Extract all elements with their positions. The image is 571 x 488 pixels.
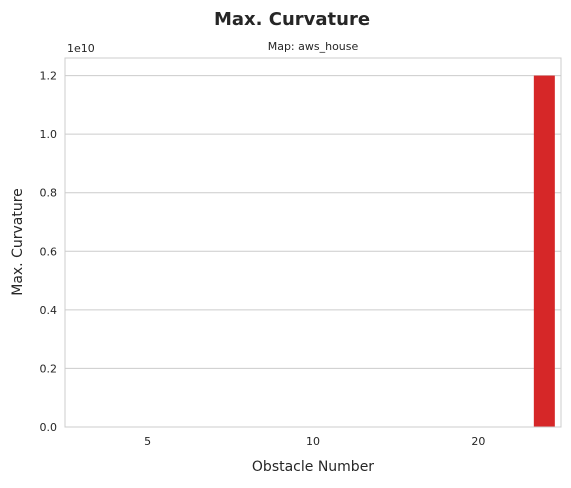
y-tick-label: 1.2 <box>40 70 58 83</box>
x-tick-label: 5 <box>144 435 151 448</box>
chart-title: Max. Curvature <box>214 9 370 30</box>
y-tick-label: 1.0 <box>40 128 58 141</box>
gridlines <box>65 75 561 428</box>
bars <box>533 75 555 428</box>
x-axis-label: Obstacle Number <box>252 459 374 475</box>
bar-20 <box>533 75 555 428</box>
y-tick-label: 0.8 <box>40 187 58 200</box>
x-tick-label: 20 <box>471 435 485 448</box>
chart-subtitle: Map: aws_house <box>268 40 359 53</box>
y-axis-offset-label: 1e10 <box>67 42 95 55</box>
y-axis-label: Max. Curvature <box>10 188 26 296</box>
y-tick-label: 0.6 <box>40 245 58 258</box>
x-tick-label: 10 <box>306 435 320 448</box>
plot-frame <box>64 57 562 428</box>
y-tick-label: 0.0 <box>40 421 58 434</box>
y-tick-label: 0.4 <box>40 304 58 317</box>
y-tick-label: 0.2 <box>40 362 58 375</box>
tick-labels: 0.0 0.2 0.4 0.6 0.8 1.0 1.2 5 10 20 <box>40 70 486 448</box>
